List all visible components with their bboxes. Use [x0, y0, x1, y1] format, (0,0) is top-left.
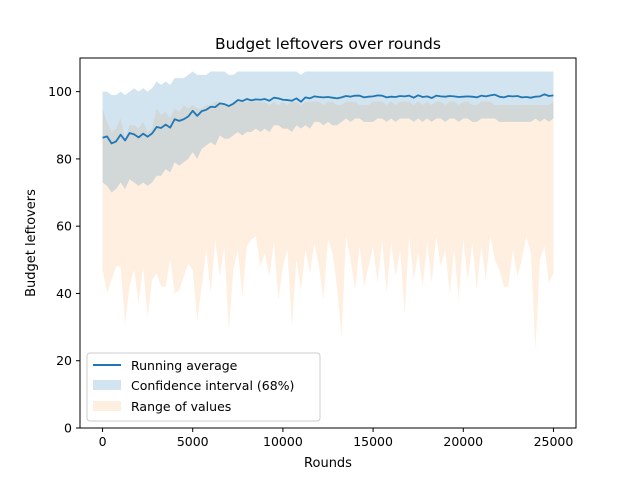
- y-tick-label: 20: [56, 353, 72, 368]
- legend-label-range-of-values: Range of values: [131, 399, 231, 414]
- chart-title: Budget leftovers over rounds: [215, 35, 441, 53]
- legend-swatch-confidence-interval: [93, 380, 121, 390]
- legend-swatch-range-of-values: [93, 401, 121, 411]
- confidence-interval-band: [102, 71, 554, 193]
- y-tick-label: 40: [56, 286, 72, 301]
- y-tick-label: 60: [56, 219, 72, 234]
- x-axis: 0 5000 10000 15000 20000 25000: [99, 428, 574, 449]
- legend-label-running-average: Running average: [131, 358, 238, 373]
- y-tick-label: 100: [48, 84, 72, 99]
- x-tick-label: 10000: [263, 434, 303, 449]
- x-tick-label: 0: [99, 434, 107, 449]
- plot-frame: [79, 57, 577, 429]
- x-axis-label: Rounds: [304, 456, 352, 471]
- running-average-line: [102, 93, 554, 145]
- x-tick-label: 15000: [353, 434, 393, 449]
- y-tick-label: 0: [64, 421, 72, 436]
- y-axis-label: Budget leftovers: [24, 189, 39, 297]
- x-tick-label: 20000: [443, 434, 483, 449]
- legend: Running average Confidence interval (68%…: [86, 352, 321, 422]
- y-axis: 0 20 40 60 80 100: [48, 84, 80, 436]
- range-of-values-band: [102, 101, 554, 351]
- legend-box: [86, 352, 321, 422]
- y-tick-label: 80: [56, 151, 72, 166]
- plot-area: [102, 71, 554, 351]
- x-tick-label: 5000: [177, 434, 209, 449]
- x-tick-label: 25000: [534, 434, 574, 449]
- legend-label-confidence-interval: Confidence interval (68%): [131, 378, 294, 393]
